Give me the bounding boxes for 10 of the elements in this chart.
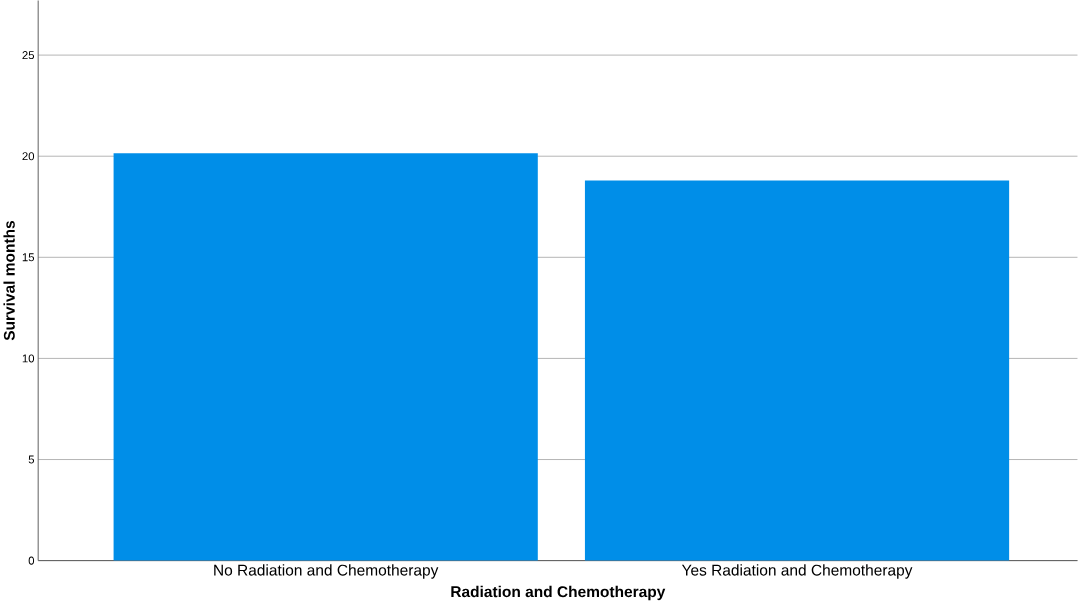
y-tick-label: 25	[22, 51, 35, 60]
y-tick-label: 5	[28, 455, 35, 464]
y-tick-label: 0	[28, 556, 35, 565]
y-tick-label: 10	[22, 354, 35, 363]
y-tick-label: 20	[22, 152, 35, 161]
y-axis-title: Survival months	[3, 221, 15, 341]
x-tick-label: No Radiation and Chemotherapy	[214, 564, 439, 579]
y-tick-label: 15	[22, 253, 35, 262]
x-tick-label: Yes Radiation and Chemotherapy	[681, 564, 913, 579]
x-axis-title: Radiation and Chemotherapy	[451, 585, 666, 601]
